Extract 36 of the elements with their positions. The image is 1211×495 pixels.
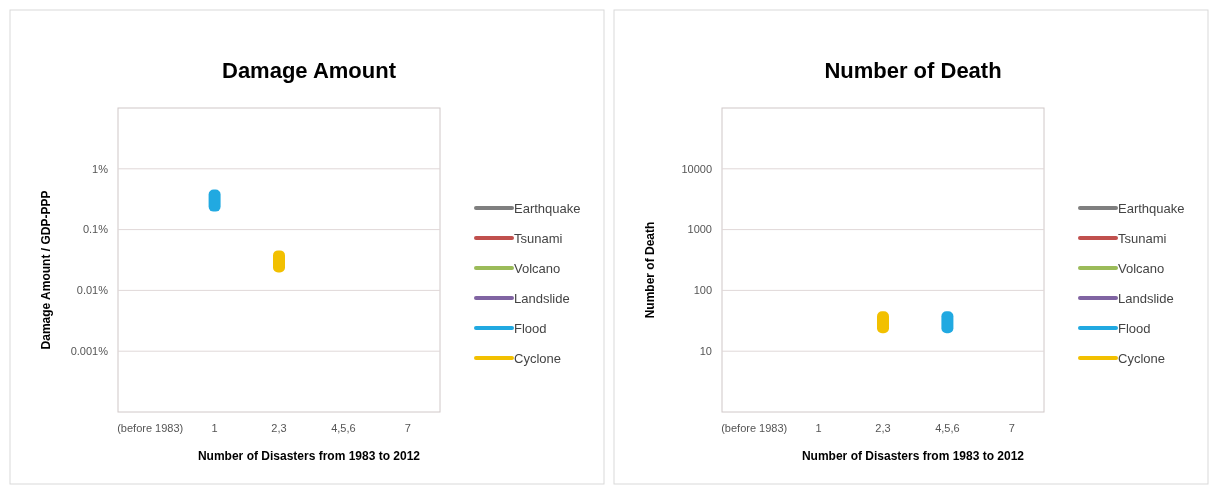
legend-label: Landslide	[514, 290, 570, 306]
legend-label: Earthquake	[1118, 200, 1185, 216]
x-tick-label: 1	[211, 422, 218, 434]
x-tick-label: (before 1983)	[721, 422, 788, 434]
y-tick-label: 10	[699, 345, 712, 358]
x-tick-label: 7	[404, 422, 411, 434]
x-tick-label: 2,3	[875, 422, 891, 434]
y-tick-label: 100	[693, 284, 712, 297]
y-tick-label: 1%	[92, 162, 109, 175]
x-axis-title: Number of Disasters from 1983 to 2012	[197, 449, 421, 463]
x-tick-label: (before 1983)	[117, 422, 184, 434]
legend-label: Flood	[514, 320, 547, 336]
legend-label: Landslide	[1118, 290, 1174, 306]
y-tick-label: 1000	[687, 223, 712, 236]
x-tick-label: 1	[815, 422, 822, 434]
legend-label: Cyclone	[514, 350, 561, 366]
x-tick-label: 4,5,6	[935, 422, 960, 434]
legend-label: Tsunami	[1118, 230, 1167, 246]
chart-title: Number of Death	[824, 58, 1002, 83]
y-axis-title: Damage Amount / GDP-PPP	[39, 190, 53, 350]
x-tick-label: 7	[1008, 422, 1015, 434]
y-axis-title: Number of Death	[643, 221, 657, 319]
legend-label: Volcano	[1118, 260, 1165, 276]
chart-title: Damage Amount	[222, 58, 397, 83]
legend-label: Cyclone	[1118, 350, 1165, 366]
legend-label: Earthquake	[514, 200, 581, 216]
x-axis-title: Number of Disasters from 1983 to 2012	[801, 449, 1025, 463]
x-tick-label: 4,5,6	[331, 422, 356, 434]
y-tick-label: 0.1%	[82, 223, 109, 236]
x-tick-label: 2,3	[271, 422, 287, 434]
y-tick-label: 10000	[681, 162, 712, 175]
legend-label: Tsunami	[514, 230, 563, 246]
legend-label: Volcano	[514, 260, 561, 276]
legend-label: Flood	[1118, 320, 1151, 336]
y-tick-label: 0.01%	[76, 284, 109, 297]
y-tick-label: 0.001%	[70, 345, 109, 358]
